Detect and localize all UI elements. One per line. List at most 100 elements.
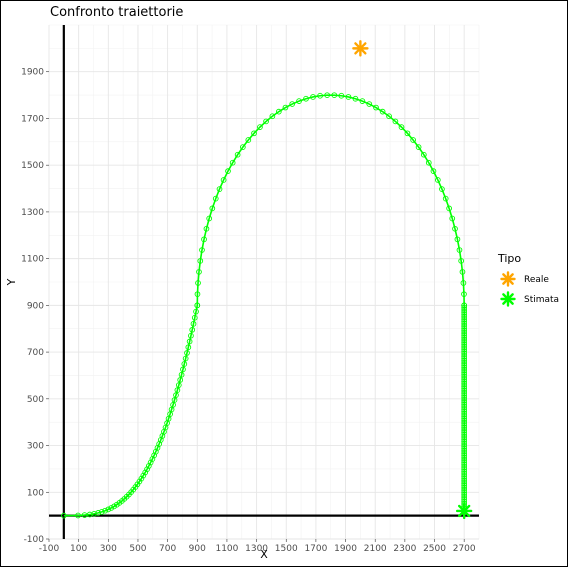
stimata-point — [185, 344, 192, 351]
stimata-point — [460, 280, 467, 286]
series-reale — [352, 40, 369, 57]
stimata-point — [404, 130, 411, 137]
stimata-point — [245, 137, 252, 143]
y-tick-label: 100 — [27, 488, 44, 498]
stimata-point — [461, 291, 467, 298]
stimata-point — [331, 92, 338, 99]
asterisk-stroke — [458, 504, 471, 518]
stimata-point — [366, 101, 373, 107]
stimata-point — [317, 92, 323, 99]
reference-lines — [49, 25, 479, 539]
stimata-point — [105, 506, 112, 513]
legend-label-reale: Reale — [524, 275, 549, 285]
stimata-point — [193, 308, 199, 315]
stimata-point — [229, 159, 236, 166]
stimata-point — [420, 151, 427, 158]
stimata-end-marker — [455, 502, 473, 520]
stimata-point — [206, 215, 213, 222]
stimata-point — [98, 509, 105, 515]
stimata-point — [60, 512, 67, 519]
stimata-point — [195, 280, 201, 286]
stimata-point — [257, 124, 263, 130]
stimata-point — [216, 186, 223, 192]
stimata-point — [458, 258, 465, 264]
legend-label-stimata: Stimata — [524, 295, 559, 305]
stimata-point — [212, 195, 219, 202]
x-tick-label: 100 — [70, 544, 87, 554]
stimata-point — [345, 94, 352, 100]
y-tick-label: 500 — [27, 395, 44, 405]
x-tick-label: 2300 — [393, 544, 416, 554]
x-tick-label: -100 — [39, 544, 60, 554]
stimata-point — [186, 338, 193, 345]
stimata-point — [352, 95, 359, 102]
stimata-point — [379, 108, 386, 115]
asterisk-stroke — [502, 273, 514, 285]
x-tick-label: 2100 — [364, 544, 387, 554]
legend-icon-reale — [500, 271, 516, 287]
y-axis-title: Y — [5, 278, 18, 286]
legend-key-stimata — [500, 291, 516, 307]
y-axis-ticks: -100 100 300 500 700 900 1100 1300 1500 1700 1900 — [21, 68, 49, 545]
x-tick-label: 2500 — [423, 544, 446, 554]
stimata-point — [398, 124, 405, 130]
stimata-point — [392, 118, 399, 125]
stimata-point — [449, 215, 456, 222]
asterisk-stroke — [354, 42, 367, 55]
x-tick-label: 1100 — [215, 544, 238, 554]
chart-title: Confronto traiettorie — [50, 5, 183, 20]
stimata-point — [91, 510, 98, 517]
stimata-point — [303, 95, 309, 102]
reale-point — [352, 40, 369, 57]
series-stimata — [60, 92, 473, 520]
x-tick-label: 500 — [129, 544, 146, 554]
stimata-point — [95, 510, 102, 516]
stimata-point — [234, 151, 241, 158]
legend-key-reale — [500, 271, 516, 287]
x-tick-label: 900 — [189, 544, 206, 554]
stimata-point — [173, 392, 179, 398]
legend-icon-stimata — [500, 291, 516, 307]
stimata-point — [373, 104, 379, 111]
x-tick-label: 1900 — [334, 544, 357, 554]
stimata-point — [439, 186, 445, 192]
stimata-point — [338, 92, 345, 99]
x-axis-title: X — [260, 548, 268, 561]
stimata-point — [209, 205, 216, 212]
stimata-point — [310, 94, 316, 100]
stimata-point — [386, 113, 392, 120]
stimata-point — [452, 225, 458, 232]
stimata-point — [456, 247, 463, 253]
stimata-point — [175, 382, 182, 388]
y-tick-label: 1900 — [21, 68, 44, 78]
y-tick-label: 1700 — [21, 114, 44, 124]
y-tick-label: -100 — [24, 535, 45, 545]
stimata-point — [275, 108, 282, 115]
stimata-point — [201, 236, 207, 243]
y-tick-label: 1300 — [21, 208, 44, 218]
stimata-point — [194, 302, 201, 309]
stimata-point — [194, 291, 201, 298]
stimata-point — [75, 512, 81, 519]
x-tick-label: 700 — [159, 544, 176, 554]
stimata-point — [442, 195, 449, 202]
stimata-point — [220, 177, 227, 183]
stimata-point — [324, 92, 331, 99]
y-tick-label: 700 — [27, 348, 44, 358]
stimata-point — [225, 168, 231, 175]
x-tick-label: 2700 — [453, 544, 476, 554]
stimata-point — [108, 505, 115, 511]
stimata-point — [182, 355, 189, 362]
y-tick-label: 1500 — [21, 161, 44, 171]
grid-minor — [49, 24, 480, 539]
x-tick-label: 1300 — [245, 544, 268, 554]
stimata-point — [199, 247, 205, 253]
stimata-point — [251, 130, 257, 137]
stimata-point — [171, 397, 178, 403]
stimata-point — [430, 168, 437, 175]
stimata-point — [174, 387, 181, 394]
stimata-point — [189, 326, 196, 333]
stimata-point — [188, 332, 194, 339]
